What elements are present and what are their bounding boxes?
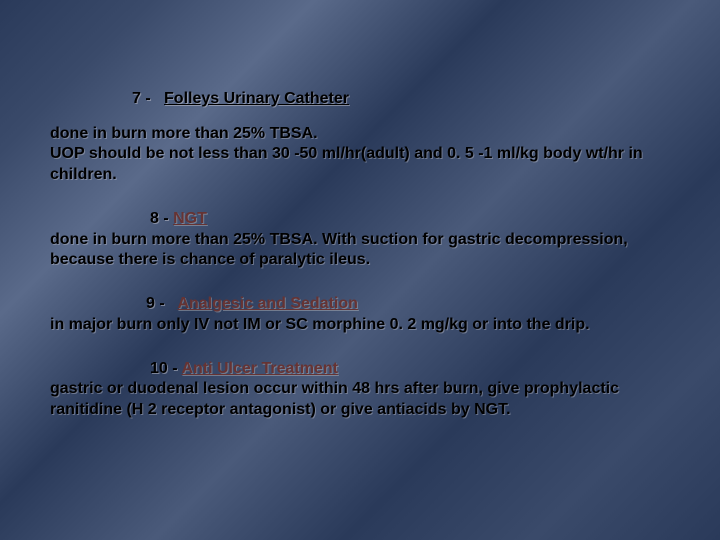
section-7-title: Folleys Urinary Catheter — [164, 90, 349, 107]
section-9-num: 9 - — [146, 295, 165, 312]
section-9: 9 - Analgesic and Sedation in major burn… — [50, 293, 680, 335]
section-9-body: in major burn only IV not IM or SC morph… — [50, 315, 680, 336]
section-9-heading: 9 - Analgesic and Sedation — [50, 293, 680, 315]
section-8: 8 - NGT done in burn more than 25% TBSA.… — [50, 208, 680, 271]
section-8-num: 8 - — [150, 210, 169, 227]
section-10: 10 - Anti Ulcer Treatment gastric or duo… — [50, 358, 680, 421]
section-9-title: Analgesic and Sedation — [177, 295, 357, 312]
section-7-heading: 7 - Folleys Urinary Catheter — [50, 88, 680, 110]
section-7: 7 - Folleys Urinary Catheter done in bur… — [50, 88, 680, 186]
slide-content: 7 - Folleys Urinary Catheter done in bur… — [50, 88, 680, 443]
section-8-heading: 8 - NGT — [50, 208, 680, 230]
section-7-body: done in burn more than 25% TBSA.UOP shou… — [50, 124, 680, 186]
section-10-heading: 10 - Anti Ulcer Treatment — [50, 358, 680, 380]
section-8-title: NGT — [173, 210, 207, 227]
section-7-num: 7 - — [132, 90, 151, 107]
section-10-num: 10 - — [150, 360, 178, 377]
section-10-body: gastric or duodenal lesion occur within … — [50, 379, 680, 421]
section-8-body: done in burn more than 25% TBSA. With su… — [50, 230, 680, 272]
section-10-title: Anti Ulcer Treatment — [181, 360, 337, 377]
